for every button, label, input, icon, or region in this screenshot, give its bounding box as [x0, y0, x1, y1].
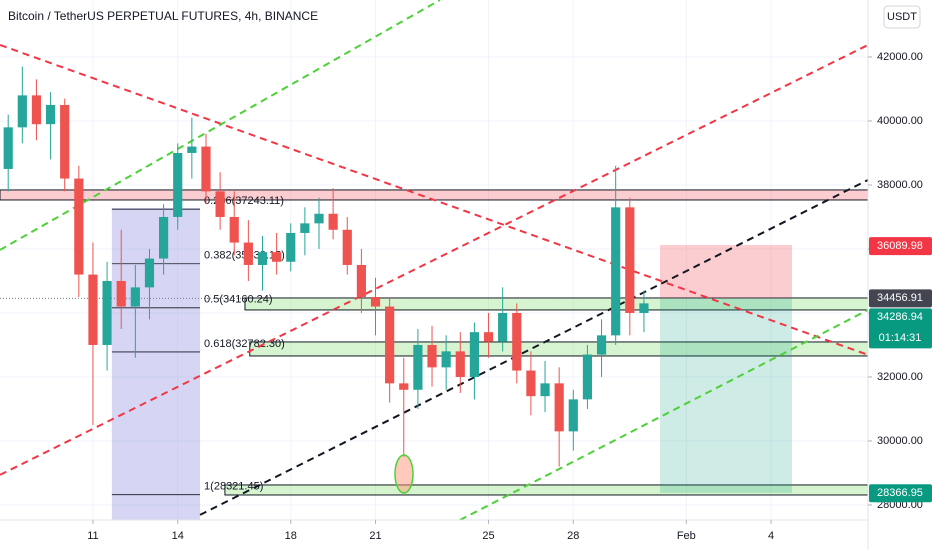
x-tick-label: 18 — [285, 530, 297, 542]
trendline — [0, 0, 441, 251]
y-tick-label: 38000.00 — [877, 179, 923, 191]
candle-body — [31, 95, 42, 125]
candle-body — [356, 264, 366, 297]
candle-body — [526, 370, 536, 397]
price-label-bg — [869, 289, 932, 308]
y-tick-label: 40000.00 — [877, 115, 923, 127]
candle-body — [173, 152, 183, 217]
candle-body — [257, 252, 268, 265]
candle-body — [328, 213, 338, 230]
candle-body — [130, 287, 140, 307]
candle-body — [498, 312, 508, 342]
axes: 28000.0030000.0032000.0034000.0036000.00… — [87, 51, 932, 542]
candle-body — [116, 280, 126, 307]
highlight-ellipse — [394, 454, 414, 494]
x-tick-label: 11 — [87, 530, 98, 542]
price-label: 34286.94 — [877, 311, 923, 323]
countdown-label: 01:14:31 — [879, 332, 922, 344]
candle-body — [159, 216, 169, 259]
candle-body — [201, 146, 211, 192]
price-label: 34456.91 — [877, 292, 923, 304]
fib-label: 0.5(34160.24) — [204, 294, 273, 306]
currency-button[interactable] — [883, 5, 921, 29]
zone — [0, 189, 868, 201]
candle-body — [60, 104, 70, 179]
price-label: 28366.95 — [877, 487, 923, 499]
candle-body — [441, 351, 451, 368]
zone — [224, 484, 868, 496]
candle-body — [272, 252, 282, 262]
x-tick-label: 21 — [369, 530, 381, 542]
candle-body — [3, 127, 13, 169]
x-tick-label: Feb — [677, 530, 696, 542]
candle-body — [17, 95, 27, 128]
chart-title: Bitcoin / TetherUS PERPETUAL FUTURES, 4h… — [8, 9, 318, 23]
candle-body — [399, 383, 409, 390]
candle-body — [342, 229, 352, 265]
price-label-bg — [869, 484, 932, 503]
x-tick-label: 28 — [567, 530, 579, 542]
price-label: 36089.98 — [877, 240, 923, 252]
trendline — [0, 44, 868, 356]
zone — [111, 207, 201, 520]
candle-body — [554, 383, 564, 432]
candle-body — [187, 146, 197, 153]
candle-body — [469, 332, 479, 377]
trendline — [199, 179, 868, 516]
zone — [244, 297, 868, 311]
price-label-bg — [869, 308, 932, 349]
candle-body — [229, 216, 239, 243]
fib-label: 0.618(32782.30) — [204, 338, 285, 350]
y-tick-label: 42000.00 — [877, 51, 923, 63]
trendline — [459, 309, 868, 520]
candle-body — [300, 223, 310, 233]
candle-body — [45, 104, 56, 125]
candle-body — [385, 306, 395, 384]
x-tick-label: 25 — [482, 530, 494, 542]
candle-body — [596, 335, 607, 355]
candle-body — [413, 344, 423, 390]
candle-body — [144, 258, 155, 288]
zone — [660, 297, 792, 493]
candle-body — [455, 351, 465, 377]
candle-body — [427, 344, 437, 368]
currency-label[interactable]: USDT — [887, 11, 917, 23]
candle-body — [483, 332, 494, 342]
plot-area: 0.236(37243.11)0.382(35538.15)0.5(34160.… — [0, 0, 868, 520]
trendline — [0, 44, 868, 476]
candle-body — [215, 191, 225, 217]
candle-body — [540, 383, 550, 397]
candle-body — [88, 274, 98, 345]
zone — [660, 244, 792, 298]
candle-body — [512, 312, 522, 371]
candle-body — [74, 178, 84, 275]
price-label-bg — [869, 237, 932, 256]
y-tick-label: 32000.00 — [877, 371, 923, 383]
x-tick-label: 4 — [768, 530, 774, 542]
y-tick-label: 30000.00 — [877, 435, 923, 447]
x-tick-label: 14 — [172, 530, 184, 542]
candle-body — [102, 280, 112, 345]
candle-body — [314, 213, 324, 224]
candle-body — [625, 207, 635, 313]
candle-body — [611, 207, 621, 336]
candle-body — [286, 232, 296, 262]
candle-body — [568, 399, 578, 432]
candle-body — [370, 296, 381, 307]
candle-body — [639, 303, 649, 313]
candle-body — [243, 242, 253, 265]
candle-body — [582, 354, 593, 400]
